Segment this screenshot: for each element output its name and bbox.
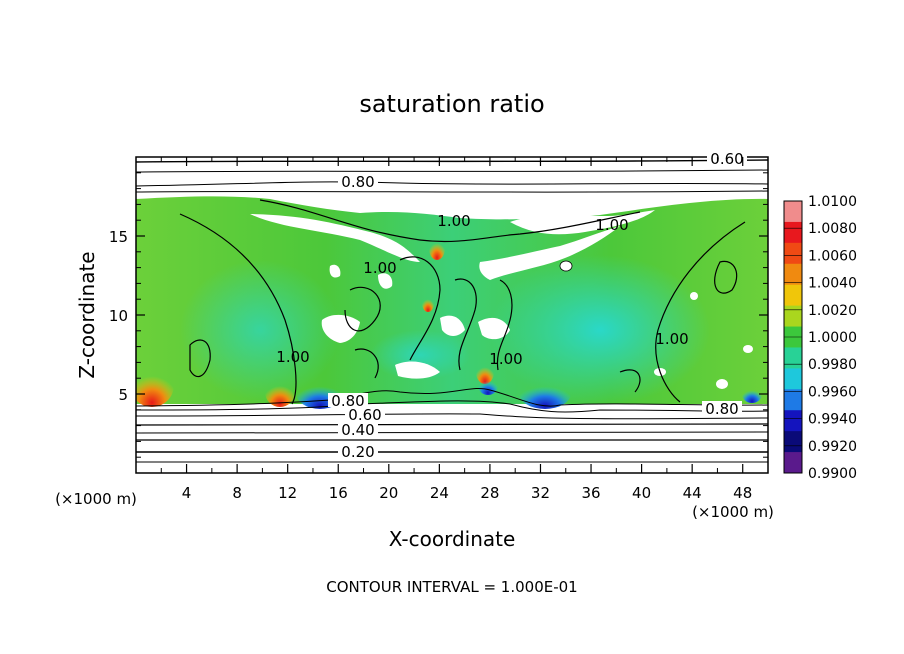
cloud-gap: [743, 345, 753, 353]
x-unit-right: (×1000 m): [692, 503, 774, 521]
x-tick-label: 40: [632, 484, 651, 502]
x-axis-label: X-coordinate: [389, 527, 516, 551]
x-tick-label: 24: [430, 484, 449, 502]
contour-labels: 0.200.400.600.800.800.800.601.001.001.00…: [276, 150, 747, 461]
contour-label: 1.00: [489, 350, 522, 368]
colorbar-label: 0.9940: [808, 412, 857, 428]
contour-label-backdrop: [338, 422, 378, 436]
x-tick-label: 4: [182, 484, 192, 502]
colorbar-swatch: [784, 305, 802, 328]
contour-label-backdrop: [702, 401, 742, 415]
colorbar-swatch: [784, 347, 802, 369]
cloud-gap: [690, 292, 698, 300]
contour-label: 1.00: [276, 348, 309, 366]
cyan-band: [370, 330, 470, 380]
x-tick-label: 32: [531, 484, 550, 502]
colorbar-swatch: [784, 284, 802, 307]
cloud-gap: [378, 273, 393, 289]
supersaturation-patch: [136, 363, 174, 407]
colorbar-label: 1.0040: [808, 276, 857, 292]
contour-label-backdrop: [345, 407, 385, 421]
contour-label: 1.00: [363, 259, 396, 277]
colorbar-label: 0.9960: [808, 384, 857, 400]
x-tick-label: 20: [379, 484, 398, 502]
contour-label-backdrop: [338, 444, 378, 458]
colorbar-label: 1.0060: [808, 248, 857, 264]
colorbar-label: 1.0020: [808, 303, 857, 319]
cyan-band: [180, 260, 340, 400]
contour-label: 1.00: [595, 216, 628, 234]
colorbar-swatch: [784, 368, 802, 390]
x-tick-label: 28: [480, 484, 499, 502]
x-tick-label: 44: [683, 484, 702, 502]
x-tick-label: 8: [232, 484, 242, 502]
supersaturation-patch: [429, 236, 445, 260]
cloud-gap: [478, 317, 510, 340]
contour-label: 0.60: [348, 406, 381, 424]
cloud-gap: [479, 226, 620, 280]
x-unit-left: (×1000 m): [55, 490, 137, 508]
colorbar-swatch: [784, 242, 802, 265]
colorbar: 1.0100 1.0080 1.0060 1.0040 1.0020 1.0000 0.99…: [783, 194, 857, 482]
subsaturation-patch: [478, 375, 498, 395]
contour-label: 0.80: [705, 400, 738, 418]
cloud-gap: [250, 214, 420, 262]
y-tick-label: 10: [109, 307, 128, 325]
colorbar-label: 1.0000: [808, 330, 857, 346]
cloud-gap: [559, 260, 573, 272]
contour-label: 0.80: [341, 173, 374, 191]
y-tick-label: 5: [118, 386, 128, 404]
chart-title: saturation ratio: [359, 90, 544, 118]
contour-label: 0.20: [341, 443, 374, 461]
heatmap-field: [136, 159, 768, 463]
colorbar-label: 0.9900: [808, 466, 857, 482]
supersaturation-patch: [422, 294, 434, 312]
colorbar-label: 1.0100: [808, 194, 857, 210]
y-axis: 5 10 15: [109, 172, 768, 458]
x-tick-label: 12: [278, 484, 297, 502]
contour-label-backdrop: [338, 174, 378, 188]
cloud-gap: [395, 361, 440, 379]
subsaturation-patch: [742, 385, 762, 403]
colorbar-swatch: [784, 452, 802, 474]
colorbar-label: 0.9980: [808, 357, 857, 373]
contour-lines: [136, 159, 768, 463]
x-axis: 4 8 12 16 20 24 28 32 36 40 44 48: [160, 157, 752, 502]
contour-label: 0.80: [331, 392, 364, 410]
colorbar-swatch: [784, 201, 802, 223]
y-axis-label: Z-coordinate: [75, 251, 99, 378]
contour-interval-note: CONTOUR INTERVAL = 1.000E-01: [326, 578, 577, 596]
contour-label: 0.40: [341, 421, 374, 439]
contour-label: 1.00: [655, 330, 688, 348]
subsaturation-patch: [519, 377, 571, 409]
supersaturation-patch: [265, 377, 295, 407]
y-tick-label: 15: [109, 228, 128, 246]
colorbar-label: 0.9920: [808, 439, 857, 455]
cloud-gap: [321, 314, 360, 343]
colorbar-swatch: [784, 410, 802, 432]
cloud-gap: [329, 264, 341, 278]
cloud-gap: [716, 379, 728, 389]
contour-label: 0.60: [710, 150, 743, 168]
cyan-band: [490, 255, 710, 405]
colorbar-label: 1.0080: [808, 221, 857, 237]
x-tick-label: 36: [581, 484, 600, 502]
colorbar-swatch: [784, 389, 802, 411]
colorbar-swatch: [784, 431, 802, 453]
x-tick-label: 48: [733, 484, 752, 502]
contour-label-backdrop: [328, 393, 368, 407]
contour-label: 1.00: [437, 212, 470, 230]
x-tick-label: 16: [329, 484, 348, 502]
colorbar-swatch: [784, 263, 802, 286]
cloud-gap: [440, 315, 465, 336]
colorbar-swatch: [784, 221, 802, 244]
